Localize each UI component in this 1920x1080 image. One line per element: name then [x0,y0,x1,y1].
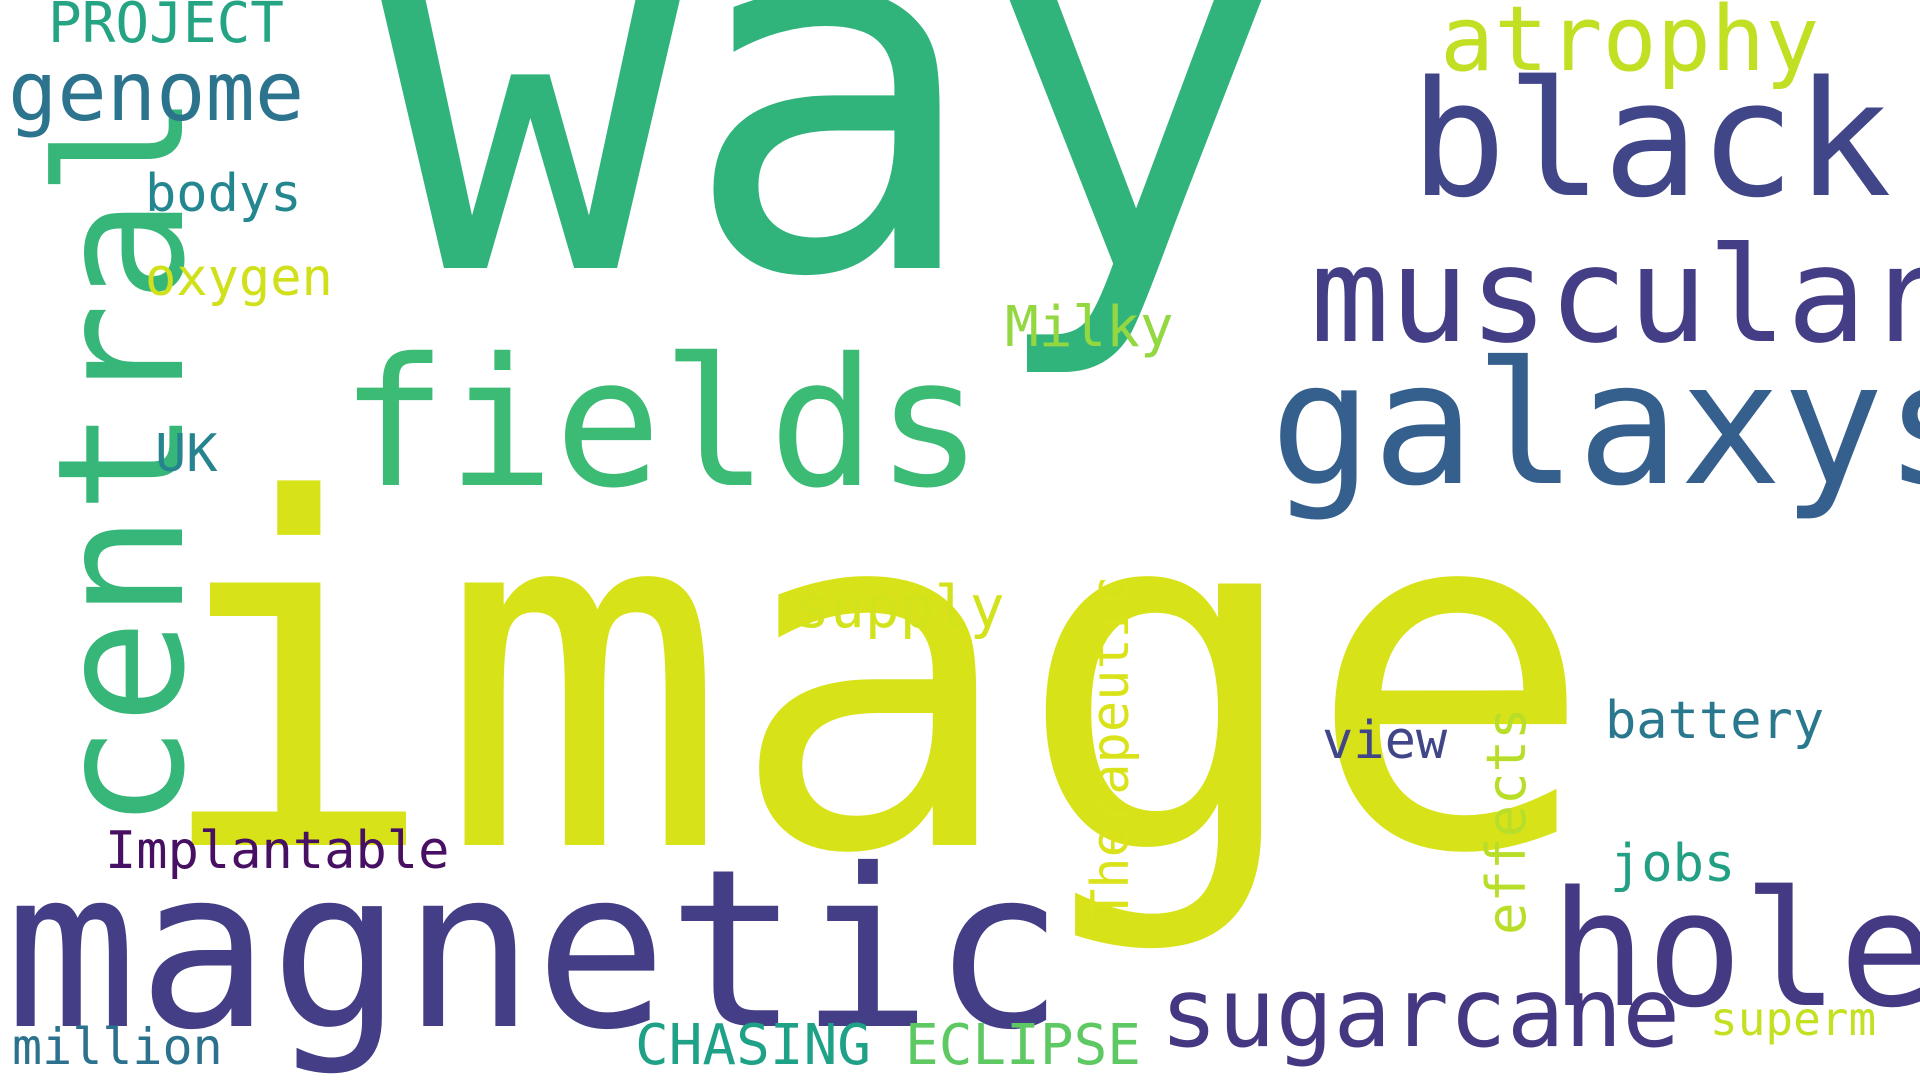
word-jobs: jobs [1610,834,1736,894]
word-superm: superm [1710,992,1877,1046]
word-magnetic: magnetic [5,822,1065,1078]
word-chasing: CHASING [635,1013,872,1078]
word-oxygen: oxygen [145,248,333,308]
word-way: way [380,0,1284,386]
word-black: black [1410,46,1892,233]
word-galaxys: galaxys [1270,326,1920,524]
word-fields: fields [340,320,983,527]
word-milky: Milky [1005,295,1174,360]
word-effects: effects [1475,707,1538,935]
word-supply: supply [795,573,1005,641]
word-battery: battery [1605,691,1825,751]
word-therapeutic: Therapeutic [1081,575,1141,920]
word-genome: genome [8,45,305,140]
word-image: image [150,400,1595,959]
word-bodys: bodys [145,164,302,224]
word-eclipse: ECLIPSE [905,1013,1142,1078]
word-million: million [12,1018,223,1076]
word-muscular: muscular [1310,219,1920,373]
word-project: PROJECT [48,0,285,56]
word-atrophy: atrophy [1440,0,1820,92]
word-hole: hole [1550,856,1920,1043]
word-view: view [1322,711,1448,771]
word-uk: UK [155,424,218,484]
word-implantable: Implantable [105,821,450,881]
word-sugarcane: sugarcane [1160,957,1681,1069]
